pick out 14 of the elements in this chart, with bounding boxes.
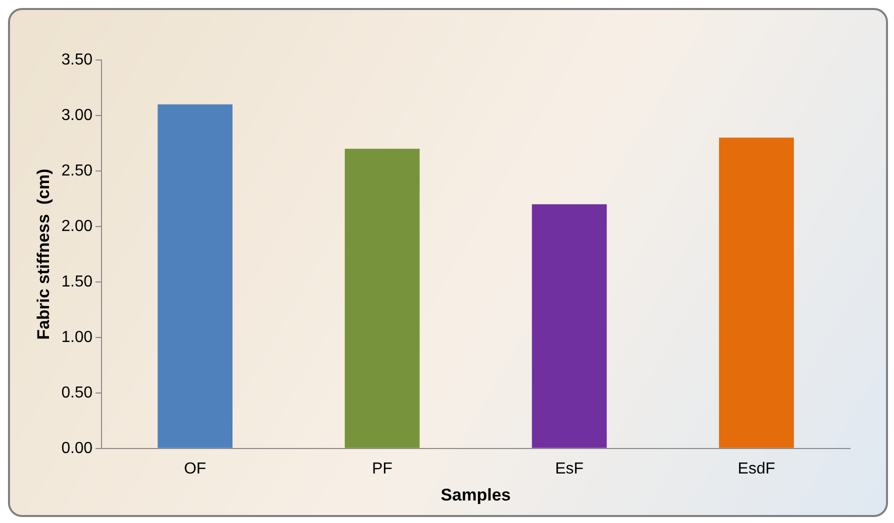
x-tick-label: EsdF [738, 460, 776, 478]
y-tick-label: 1.00 [61, 328, 93, 346]
x-tick-label: OF [184, 460, 206, 478]
x-tick-label: PF [372, 460, 393, 478]
y-tick-label: 1.50 [61, 273, 93, 290]
y-axis-title: Fabric stiffness (cm) [34, 168, 53, 340]
x-axis-title: Samples [440, 485, 511, 504]
x-tick-label: EsF [555, 460, 584, 478]
y-tick-label: 3.00 [61, 106, 93, 124]
y-tick-label: 3.50 [61, 51, 93, 68]
y-tick-label: 2.50 [61, 162, 93, 180]
y-tick-label: 0.00 [61, 440, 93, 457]
y-tick-label: 0.50 [61, 384, 93, 402]
y-tick-label: 2.00 [61, 218, 93, 235]
